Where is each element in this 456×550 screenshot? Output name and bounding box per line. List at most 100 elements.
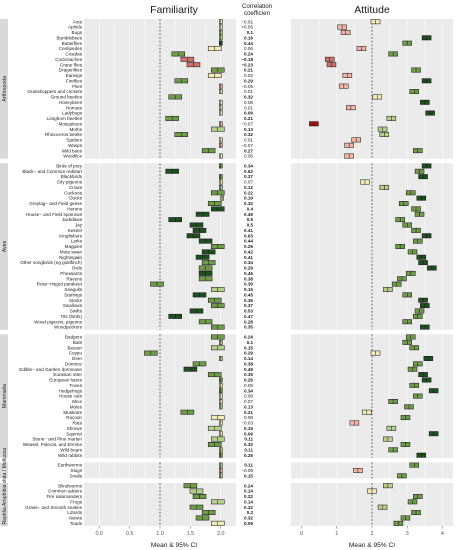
row-label: Grasshoppers and crickets — [27, 89, 82, 94]
correlation-value: 0.34 — [244, 164, 253, 169]
correlation-value: 0.4 — [247, 206, 254, 211]
row-label: Woodlice — [63, 154, 82, 159]
row-label: Dormice — [65, 361, 83, 366]
row-label: Crane flies — [60, 62, 83, 67]
correlation-value: 0.34 — [244, 260, 253, 265]
correlation-value: 0.32 — [244, 442, 253, 447]
correlation-value: 0.49 — [244, 367, 253, 372]
correlation-value: −0.06 — [241, 468, 253, 473]
correlation-value: 0.41 — [244, 255, 253, 260]
correlation-value: 0.13 — [244, 127, 253, 132]
row-label: Cockroaches — [55, 57, 83, 62]
row-label: Eurasian otter — [53, 372, 82, 377]
row-label: House cats — [59, 394, 83, 399]
correlation-value: 0.5 — [247, 217, 254, 222]
row-label: Squirrel — [66, 431, 82, 436]
row-label: Birds of prey — [56, 164, 82, 169]
correlation-value: 0.2 — [247, 510, 254, 515]
correlation-value: 0.09 — [244, 111, 253, 116]
row-label: Wasps — [68, 143, 83, 148]
group-strip — [0, 483, 8, 526]
correlation-value: 0.22 — [244, 190, 253, 195]
row-label: Rhinoceros beetle — [45, 132, 82, 137]
correlation-value: 0.01 — [244, 89, 253, 94]
correlation-value: 0.45 — [244, 271, 253, 276]
correlation-value: 0.16 — [244, 35, 253, 40]
correlation-value: 0.08 — [244, 383, 253, 388]
correlation-value: 0.08 — [244, 415, 253, 420]
correlation-value: 0.28 — [244, 319, 253, 324]
row-label: Centipedes — [59, 46, 83, 51]
row-label: Deer — [72, 356, 82, 361]
row-label: Beaver — [67, 345, 82, 350]
row-label: Grass− and Smooth snakes — [25, 505, 83, 510]
row-label: Kingfishers — [59, 233, 82, 238]
row-label: Racoon — [66, 415, 82, 420]
correlation-value: <0.05 — [241, 25, 253, 30]
x-tick-label: 2.0 — [217, 531, 225, 537]
row-label: Hornets — [66, 105, 83, 110]
group-strip — [0, 163, 8, 330]
correlation-value: 0.32 — [244, 505, 253, 510]
row-label: Slugs — [71, 468, 83, 473]
row-label: Other songbirds (eg goldfinch) — [20, 260, 82, 265]
row-label: Badgers — [65, 335, 83, 340]
row-label: House− and Field sparrows — [26, 212, 83, 217]
row-label: Mosquitoes — [59, 121, 83, 126]
row-label: Black− and Common redstart — [22, 169, 82, 174]
row-label: Greylag− and Field geese — [29, 201, 82, 206]
row-label: Wood pigeons, pigeons — [34, 319, 83, 324]
correlation-value: 0.24 — [244, 335, 253, 340]
row-label: Hedgehogs — [59, 388, 83, 393]
row-label: Blindworms — [58, 483, 82, 488]
row-label: Mice — [72, 399, 82, 404]
group-strip — [0, 334, 8, 458]
correlation-value: 0.62 — [244, 169, 253, 174]
correlation-value: 0.45 — [244, 292, 253, 297]
correlation-value: 0.15 — [244, 345, 253, 350]
row-label: Dragonflies — [59, 68, 83, 73]
correlation-value: 0.39 — [244, 282, 253, 287]
correlation-value: 0.29 — [244, 351, 253, 356]
row-label: Wild boars — [60, 447, 82, 452]
row-label: Rats — [73, 421, 83, 426]
row-label: Butterflies — [62, 41, 83, 46]
correlation-title-line2: coefficien — [244, 10, 271, 17]
row-label: Larks — [71, 239, 83, 244]
correlation-value: 0.14 — [244, 499, 253, 504]
row-label: Moths — [69, 127, 82, 132]
correlation-value: 0.26 — [244, 378, 253, 383]
correlation-value: 0.08 — [244, 100, 253, 105]
correlation-value: 0.15 — [244, 473, 253, 478]
attitude-x-axis-label: Mean & 95% CI — [349, 542, 395, 549]
row-label: Toads — [70, 521, 83, 526]
correlation-value: 0.5 — [247, 223, 254, 228]
row-label: Jay — [75, 223, 83, 228]
row-label: Woodpeckers — [54, 325, 83, 330]
row-label: Wild rabbits — [58, 453, 83, 458]
correlation-value: −0.07 — [241, 143, 253, 148]
correlation-value: 0.11 — [244, 463, 253, 468]
row-label: Crows — [69, 185, 83, 190]
x-tick-label: 0 — [300, 531, 303, 537]
group-strip — [0, 462, 8, 479]
x-tick-label: 2 — [371, 531, 374, 537]
row-label: Rose−ringed parakeet — [37, 282, 83, 287]
row-label: Moles — [70, 404, 83, 409]
group-label: Mammalia — [2, 384, 8, 408]
correlation-value: −0.18 — [241, 57, 253, 62]
row-label: Pheasants — [60, 271, 82, 276]
x-tick-label: 1.5 — [187, 531, 195, 537]
correlation-value: 0.01 — [244, 105, 253, 110]
correlation-value: 0.14 — [244, 356, 253, 361]
row-label: European hares — [49, 378, 82, 383]
row-label: Bats — [73, 340, 83, 345]
row-label: Ravens — [66, 276, 82, 281]
correlation-value: 0.35 — [244, 372, 253, 377]
correlation-value: 0.01 — [244, 138, 253, 143]
correlation-value: 0.21 — [244, 116, 253, 121]
correlation-value: 0.63 — [244, 233, 253, 238]
row-label: Shrews — [67, 426, 83, 431]
group-label: Aves — [2, 240, 8, 252]
